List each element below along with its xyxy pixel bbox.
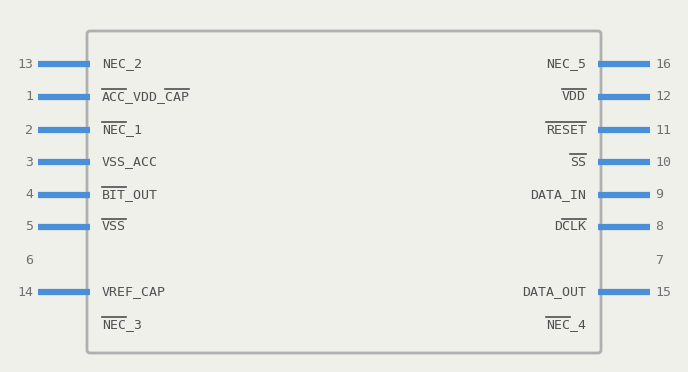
Text: SS: SS (570, 155, 586, 169)
Text: 5: 5 (25, 221, 33, 234)
Text: 8: 8 (655, 221, 663, 234)
Text: NEC_2: NEC_2 (102, 58, 142, 71)
Text: VSS_ACC: VSS_ACC (102, 155, 158, 169)
Text: BIT_OUT: BIT_OUT (102, 189, 158, 202)
Text: 16: 16 (655, 58, 671, 71)
Text: 4: 4 (25, 189, 33, 202)
Text: 10: 10 (655, 155, 671, 169)
Text: VREF_CAP: VREF_CAP (102, 285, 166, 298)
Text: DATA_OUT: DATA_OUT (522, 285, 586, 298)
Text: 12: 12 (655, 90, 671, 103)
Text: DATA_IN: DATA_IN (530, 189, 586, 202)
Text: 3: 3 (25, 155, 33, 169)
Text: 15: 15 (655, 285, 671, 298)
Text: 11: 11 (655, 124, 671, 137)
Text: 14: 14 (17, 285, 33, 298)
Text: RESET: RESET (546, 124, 586, 137)
Text: 9: 9 (655, 189, 663, 202)
Text: DCLK: DCLK (554, 221, 586, 234)
Text: 2: 2 (25, 124, 33, 137)
Text: 13: 13 (17, 58, 33, 71)
Text: NEC_1: NEC_1 (102, 124, 142, 137)
Text: 6: 6 (25, 253, 33, 266)
Text: VSS: VSS (102, 221, 126, 234)
Text: 1: 1 (25, 90, 33, 103)
FancyBboxPatch shape (87, 31, 601, 353)
Text: NEC_4: NEC_4 (546, 318, 586, 331)
Text: ACC_VDD_CAP: ACC_VDD_CAP (102, 90, 190, 103)
Text: 7: 7 (655, 253, 663, 266)
Text: VDD: VDD (562, 90, 586, 103)
Text: NEC_5: NEC_5 (546, 58, 586, 71)
Text: NEC_3: NEC_3 (102, 318, 142, 331)
